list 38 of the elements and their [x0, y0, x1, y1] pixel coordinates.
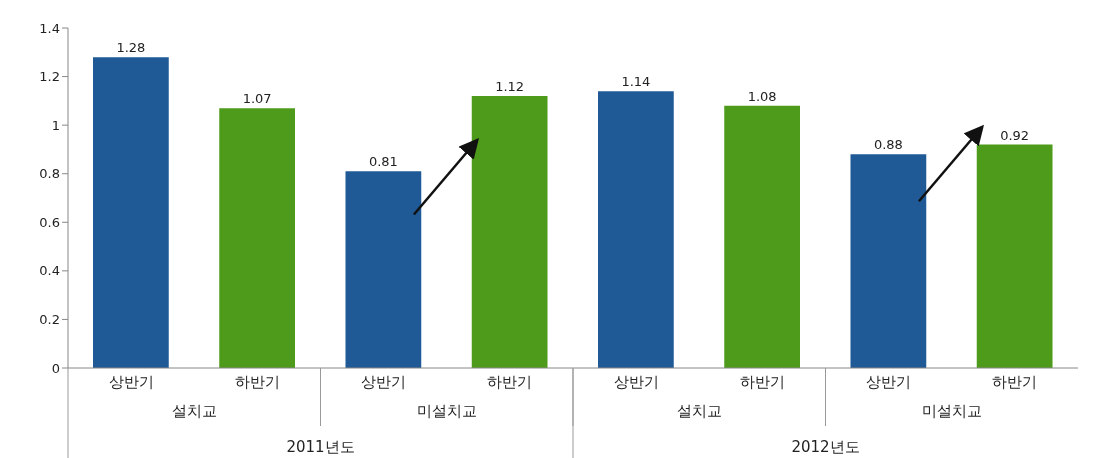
y-tick-label: 0.4 [39, 263, 60, 279]
x-tick-label: 하반기 [739, 372, 785, 391]
data-label: 1.08 [747, 88, 777, 104]
data-label: 1.28 [116, 40, 146, 56]
bar [724, 105, 800, 368]
y-tick-label: 1.4 [39, 20, 60, 36]
x-tick-label: 하반기 [487, 372, 533, 391]
y-tick-label: 1 [51, 117, 60, 133]
data-label: 0.88 [873, 137, 903, 153]
x-tick-label: 상반기 [866, 372, 912, 391]
text: 미설치교 [416, 402, 477, 420]
bar [219, 108, 295, 368]
y-tick-label: 0 [51, 360, 60, 376]
text: 설치교 [171, 402, 217, 420]
text: 설치교 [676, 402, 722, 420]
bar [93, 57, 169, 368]
data-label: 1.14 [621, 74, 651, 90]
y-tick-label: 0.6 [39, 214, 60, 230]
bar [598, 91, 674, 368]
y-tick-label: 0.8 [39, 166, 60, 182]
bar [976, 144, 1053, 368]
x-tick-label: 상반기 [361, 372, 407, 391]
bar [850, 154, 927, 368]
x-tick-label: 하반기 [992, 372, 1038, 391]
text: 2012년도 [791, 438, 860, 456]
text: 2011년도 [286, 438, 355, 456]
data-label: 1.07 [242, 91, 272, 107]
data-label: 1.12 [495, 79, 525, 94]
data-label: 0.81 [368, 154, 398, 170]
bar [345, 171, 422, 368]
x-tick-label: 상반기 [108, 372, 154, 391]
data-label: 0.92 [1000, 127, 1030, 143]
x-tick-label: 상반기 [613, 372, 659, 391]
x-tick-label: 하반기 [234, 372, 280, 391]
y-tick-label: 1.2 [39, 69, 60, 85]
bar [471, 96, 548, 368]
text: 미설치교 [921, 402, 982, 420]
y-tick-label: 0.2 [39, 312, 60, 328]
